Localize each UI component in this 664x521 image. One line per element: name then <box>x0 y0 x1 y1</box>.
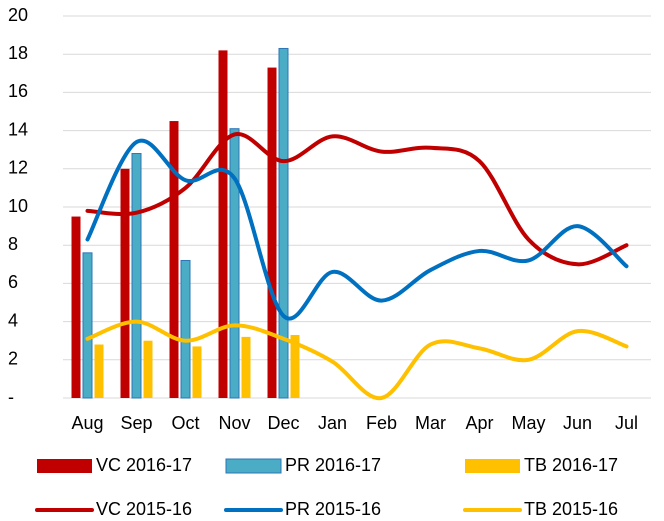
legend-label: VC 2016-17 <box>96 455 192 475</box>
legend-label: VC 2015-16 <box>96 499 192 519</box>
y-tick-label: 18 <box>8 43 28 63</box>
y-tick-label: 10 <box>8 196 28 216</box>
legend-swatch <box>37 459 92 473</box>
line <box>85 319 629 401</box>
x-tick-label: Nov <box>218 413 250 433</box>
x-tick-label: Apr <box>465 413 493 433</box>
y-tick-label: 12 <box>8 158 28 178</box>
bar <box>229 128 240 399</box>
bar <box>82 252 93 399</box>
x-tick-label: Aug <box>71 413 103 433</box>
line <box>85 138 629 321</box>
bar <box>143 340 153 398</box>
x-tick-label: Feb <box>366 413 397 433</box>
legend-label: TB 2016-17 <box>524 455 618 475</box>
bar <box>94 344 104 398</box>
y-tick-label: 14 <box>8 119 28 139</box>
bar <box>218 50 228 398</box>
bar <box>120 168 130 398</box>
y-tick-label: 6 <box>8 272 18 292</box>
bar <box>290 334 300 398</box>
x-tick-label: Dec <box>267 413 299 433</box>
bar <box>71 216 81 398</box>
x-tick-label: Jan <box>318 413 347 433</box>
legend-swatch <box>225 458 282 474</box>
x-tick-label: Jul <box>615 413 638 433</box>
y-tick-label: 4 <box>8 310 18 330</box>
bar <box>131 153 142 399</box>
bar <box>241 336 251 398</box>
legend-swatch <box>465 459 520 473</box>
bar <box>267 67 277 398</box>
x-tick-label: May <box>511 413 545 433</box>
bar <box>169 121 179 399</box>
x-tick-label: Sep <box>120 413 152 433</box>
y-tick-label: 20 <box>8 5 28 25</box>
x-tick-label: Jun <box>563 413 592 433</box>
legend-label: PR 2016-17 <box>285 455 381 475</box>
bar <box>180 259 191 399</box>
y-tick-label: - <box>8 387 14 407</box>
y-tick-label: 2 <box>8 349 18 369</box>
legend-label: TB 2015-16 <box>524 499 618 519</box>
legend-label: PR 2015-16 <box>285 499 381 519</box>
y-tick-label: 8 <box>8 234 18 254</box>
bar <box>192 346 202 398</box>
x-tick-label: Oct <box>171 413 199 433</box>
y-tick-label: 16 <box>8 81 28 101</box>
bar <box>278 47 289 399</box>
line <box>85 132 629 267</box>
x-tick-label: Mar <box>415 413 446 433</box>
